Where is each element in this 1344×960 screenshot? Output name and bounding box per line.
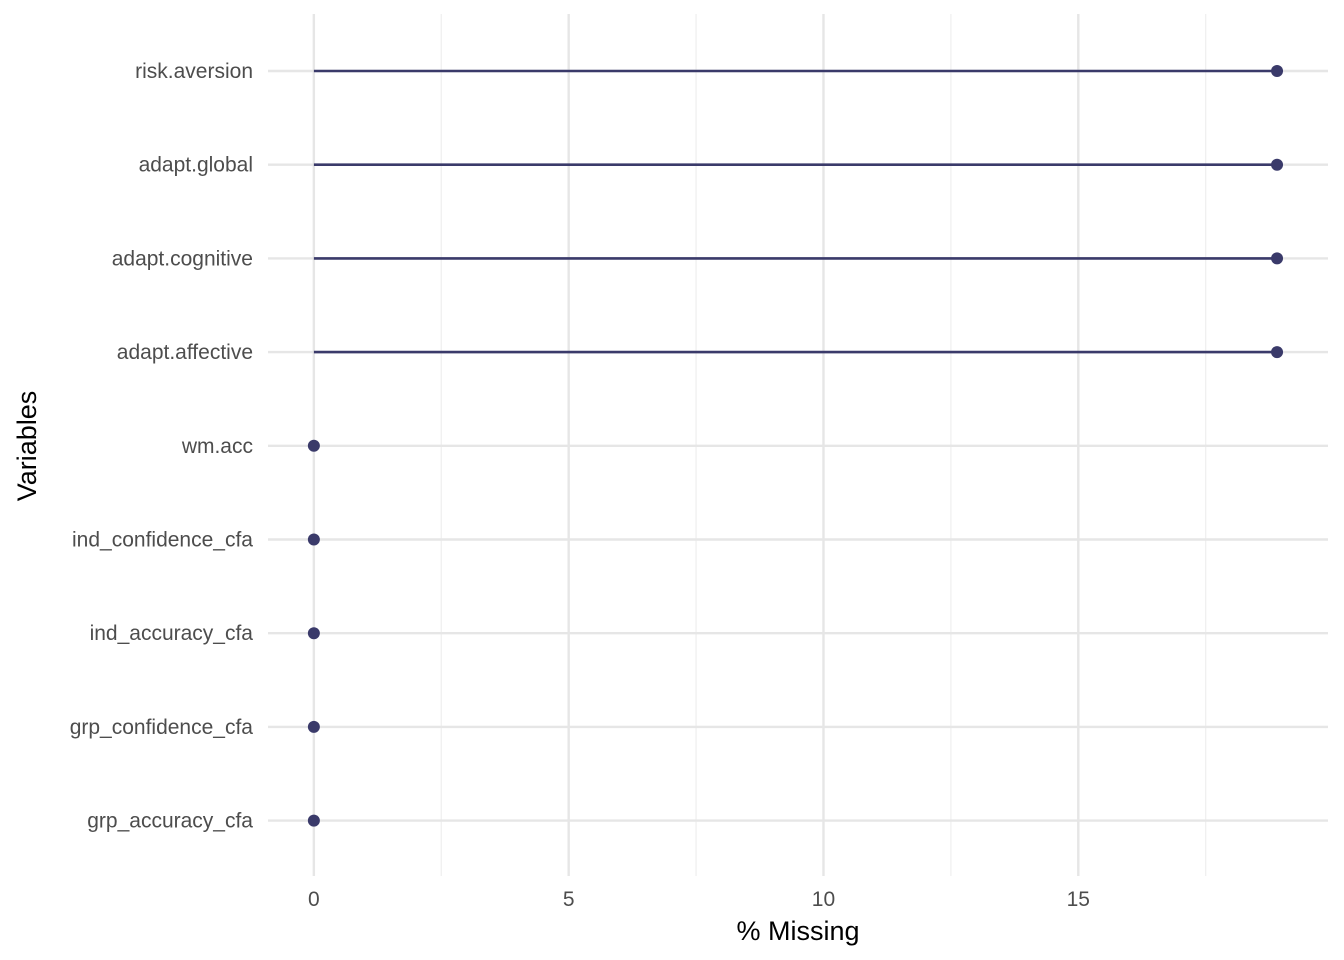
- lollipop-point: [1271, 65, 1284, 77]
- lollipop-point: [1271, 158, 1284, 171]
- y-axis-title: Variables: [12, 391, 42, 502]
- x-tick-label: 10: [812, 888, 835, 911]
- x-tick-labels: 0 5 10 15: [308, 888, 1090, 911]
- y-tick-label: ind_accuracy_cfa: [90, 622, 254, 645]
- y-tick-labels: risk.aversion adapt.global adapt.cognitive…: [70, 60, 254, 833]
- lollipop-point: [307, 814, 320, 827]
- lollipop-point: [307, 627, 320, 640]
- lollipop-point: [307, 720, 320, 733]
- y-tick-label: grp_accuracy_cfa: [87, 810, 253, 833]
- x-tick-label: 15: [1067, 888, 1090, 911]
- y-tick-label: adapt.affective: [117, 341, 253, 364]
- major-gridlines: [268, 14, 1328, 876]
- y-tick-label: adapt.cognitive: [112, 247, 253, 270]
- x-tick-label: 5: [563, 888, 575, 911]
- x-axis-title: % Missing: [736, 916, 859, 946]
- lollipop-point: [1271, 346, 1284, 359]
- x-tick-label: 0: [308, 888, 320, 911]
- y-tick-label: risk.aversion: [135, 60, 253, 83]
- lollipop-point: [307, 533, 320, 546]
- y-tick-label: adapt.global: [139, 154, 253, 177]
- y-tick-label: ind_confidence_cfa: [72, 529, 253, 552]
- lollipop-point: [307, 439, 320, 452]
- y-tick-label: wm.acc: [181, 435, 253, 458]
- lollipop-point: [1271, 252, 1284, 265]
- y-tick-label: grp_confidence_cfa: [70, 716, 254, 739]
- lollipop-stems: [313, 69, 1278, 354]
- lollipop-points: [307, 65, 1284, 827]
